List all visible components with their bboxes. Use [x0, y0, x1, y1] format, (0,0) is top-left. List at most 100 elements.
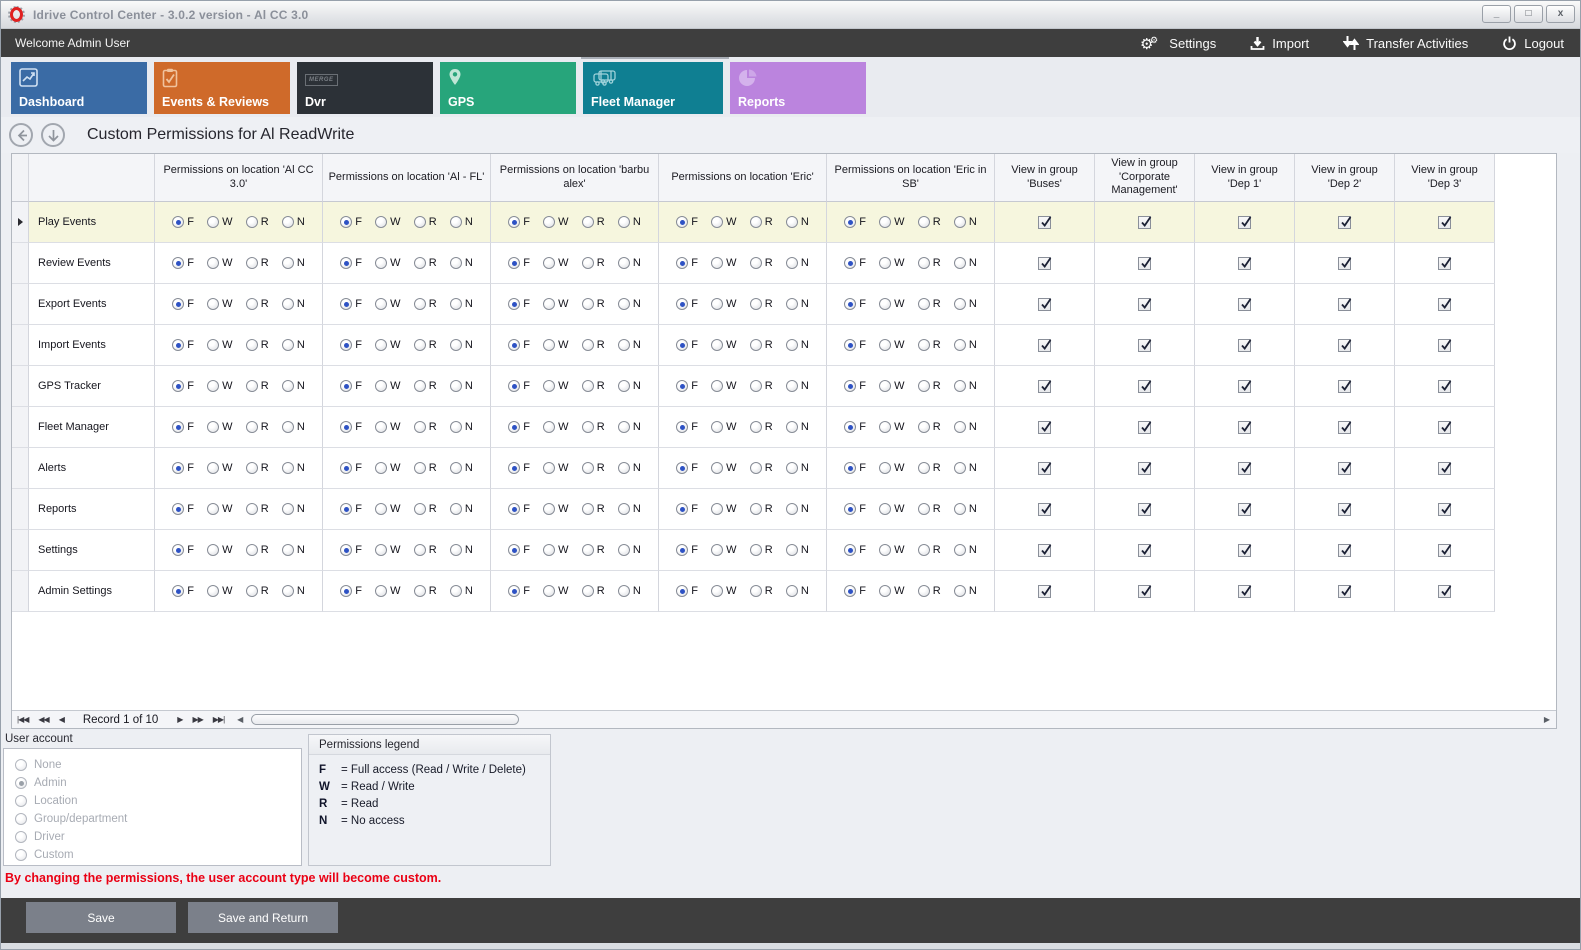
permission-radio-r[interactable]: R: [245, 216, 269, 228]
user-account-option-custom[interactable]: Custom: [15, 846, 301, 864]
permission-radio-w[interactable]: W: [375, 257, 401, 269]
save-and-return-button[interactable]: Save and Return: [188, 902, 338, 933]
view-checkbox[interactable]: [1238, 461, 1252, 475]
view-checkbox[interactable]: [1038, 461, 1052, 475]
permission-radio-r[interactable]: R: [917, 421, 941, 433]
permission-radio-w[interactable]: W: [375, 462, 401, 474]
first-record-button[interactable]: |◀◀: [17, 715, 29, 724]
permission-radio-r[interactable]: R: [749, 421, 773, 433]
permission-radio-f[interactable]: F: [172, 380, 194, 392]
permission-radio-f[interactable]: F: [508, 298, 530, 310]
permission-radio-f[interactable]: F: [676, 585, 698, 597]
view-checkbox[interactable]: [1138, 543, 1152, 557]
permission-radio-n[interactable]: N: [785, 421, 809, 433]
permission-radio-n[interactable]: N: [449, 339, 473, 351]
permission-radio-r[interactable]: R: [749, 462, 773, 474]
view-checkbox[interactable]: [1238, 338, 1252, 352]
permission-radio-r[interactable]: R: [917, 462, 941, 474]
permission-radio-n[interactable]: N: [281, 503, 305, 515]
permission-radio-w[interactable]: W: [879, 585, 905, 597]
permission-radio-w[interactable]: W: [543, 503, 569, 515]
permission-radio-r[interactable]: R: [581, 421, 605, 433]
close-button[interactable]: x: [1546, 5, 1575, 23]
permission-radio-n[interactable]: N: [281, 298, 305, 310]
permission-radio-n[interactable]: N: [449, 380, 473, 392]
view-checkbox[interactable]: [1338, 584, 1352, 598]
user-account-option-location[interactable]: Location: [15, 792, 301, 810]
permission-radio-r[interactable]: R: [413, 216, 437, 228]
view-checkbox[interactable]: [1238, 256, 1252, 270]
permission-radio-n[interactable]: N: [953, 421, 977, 433]
permission-radio-f[interactable]: F: [676, 544, 698, 556]
permission-radio-w[interactable]: W: [879, 257, 905, 269]
permission-radio-f[interactable]: F: [676, 462, 698, 474]
permission-radio-f[interactable]: F: [676, 298, 698, 310]
permission-radio-r[interactable]: R: [581, 462, 605, 474]
permission-radio-r[interactable]: R: [581, 257, 605, 269]
permission-radio-f[interactable]: F: [508, 216, 530, 228]
permission-radio-n[interactable]: N: [281, 462, 305, 474]
view-checkbox[interactable]: [1038, 297, 1052, 311]
permission-radio-w[interactable]: W: [543, 380, 569, 392]
grid-row[interactable]: GPS Tracker F W R N F W R N F W R N F W R N F W R N: [12, 366, 1556, 407]
permission-radio-r[interactable]: R: [581, 585, 605, 597]
view-checkbox[interactable]: [1138, 379, 1152, 393]
permission-radio-n[interactable]: N: [953, 216, 977, 228]
permission-radio-f[interactable]: F: [676, 339, 698, 351]
permission-radio-w[interactable]: W: [207, 339, 233, 351]
permission-radio-f[interactable]: F: [340, 257, 362, 269]
hscrollbar-thumb[interactable]: [251, 713, 520, 725]
permission-radio-w[interactable]: W: [207, 216, 233, 228]
permission-radio-f[interactable]: F: [676, 421, 698, 433]
maximize-button[interactable]: □: [1514, 5, 1543, 23]
permission-radio-n[interactable]: N: [617, 462, 641, 474]
user-account-option-group[interactable]: Group/department: [15, 810, 301, 828]
permission-radio-r[interactable]: R: [917, 585, 941, 597]
permission-radio-r[interactable]: R: [581, 298, 605, 310]
hscroll-right-arrow[interactable]: ▶: [1543, 715, 1550, 724]
view-checkbox[interactable]: [1338, 543, 1352, 557]
grid-header-location[interactable]: Permissions on location 'Eric in SB': [827, 154, 995, 202]
permission-radio-n[interactable]: N: [953, 380, 977, 392]
view-checkbox[interactable]: [1038, 584, 1052, 598]
grid-row[interactable]: Import Events F W R N F W R N F W R N F W R N F W R N: [12, 325, 1556, 366]
grid-header-location[interactable]: Permissions on location 'barbu alex': [491, 154, 659, 202]
permission-radio-n[interactable]: N: [953, 298, 977, 310]
permission-radio-f[interactable]: F: [844, 216, 866, 228]
view-checkbox[interactable]: [1038, 215, 1052, 229]
permission-radio-f[interactable]: F: [844, 339, 866, 351]
view-checkbox[interactable]: [1438, 338, 1452, 352]
grid-row[interactable]: Settings F W R N F W R N F W R N F W R N F W R N: [12, 530, 1556, 571]
permission-radio-n[interactable]: N: [449, 257, 473, 269]
permission-radio-r[interactable]: R: [245, 503, 269, 515]
permission-radio-r[interactable]: R: [749, 380, 773, 392]
tab-events-reviews[interactable]: Events & Reviews: [154, 62, 290, 114]
permission-radio-f[interactable]: F: [172, 298, 194, 310]
grid-row[interactable]: Play Events F W R N F W R N F W R N F W R N F W R N: [12, 202, 1556, 243]
view-checkbox[interactable]: [1438, 379, 1452, 393]
view-checkbox[interactable]: [1138, 584, 1152, 598]
permission-radio-r[interactable]: R: [917, 380, 941, 392]
permission-radio-w[interactable]: W: [375, 503, 401, 515]
permission-radio-f[interactable]: F: [172, 339, 194, 351]
permission-radio-n[interactable]: N: [785, 216, 809, 228]
view-checkbox[interactable]: [1238, 297, 1252, 311]
permission-radio-f[interactable]: F: [340, 544, 362, 556]
view-checkbox[interactable]: [1038, 256, 1052, 270]
permission-radio-f[interactable]: F: [844, 298, 866, 310]
save-button[interactable]: Save: [26, 902, 176, 933]
permission-radio-f[interactable]: F: [172, 544, 194, 556]
permission-radio-r[interactable]: R: [245, 421, 269, 433]
permission-radio-n[interactable]: N: [281, 257, 305, 269]
permission-radio-w[interactable]: W: [543, 421, 569, 433]
permission-radio-n[interactable]: N: [449, 298, 473, 310]
tab-fleet-manager[interactable]: Fleet Manager: [581, 57, 729, 114]
permission-radio-r[interactable]: R: [917, 503, 941, 515]
permission-radio-r[interactable]: R: [917, 298, 941, 310]
view-checkbox[interactable]: [1438, 543, 1452, 557]
permission-radio-f[interactable]: F: [340, 503, 362, 515]
tab-dashboard[interactable]: Dashboard: [11, 62, 147, 114]
permission-radio-r[interactable]: R: [413, 462, 437, 474]
permission-radio-n[interactable]: N: [617, 216, 641, 228]
permission-radio-n[interactable]: N: [785, 503, 809, 515]
